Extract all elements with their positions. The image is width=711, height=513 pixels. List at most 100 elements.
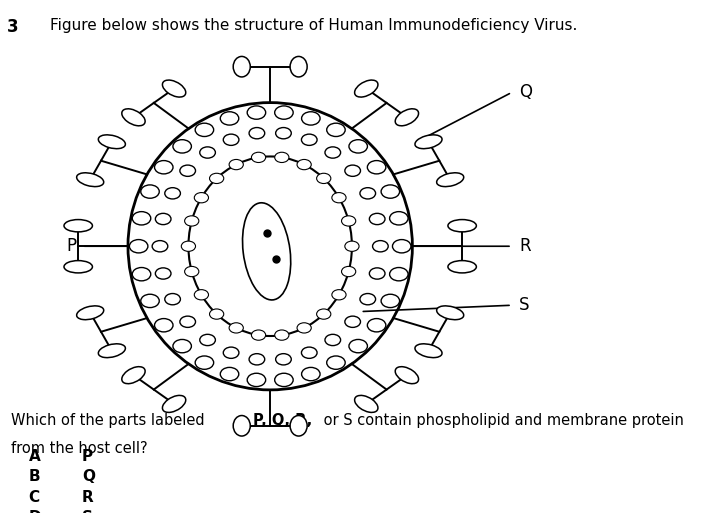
Ellipse shape — [233, 416, 250, 436]
Ellipse shape — [64, 261, 92, 273]
Circle shape — [249, 353, 264, 365]
Circle shape — [185, 266, 199, 277]
Circle shape — [297, 323, 311, 333]
Circle shape — [132, 212, 151, 225]
Circle shape — [341, 266, 356, 277]
Circle shape — [165, 293, 181, 305]
Ellipse shape — [448, 220, 476, 232]
Circle shape — [276, 353, 292, 365]
Circle shape — [345, 165, 360, 176]
Text: S: S — [82, 510, 92, 513]
Circle shape — [345, 316, 360, 327]
Circle shape — [325, 147, 341, 158]
Circle shape — [165, 188, 181, 199]
Circle shape — [181, 241, 196, 251]
Ellipse shape — [128, 103, 412, 390]
Circle shape — [390, 212, 408, 225]
Text: B: B — [28, 469, 40, 484]
Circle shape — [341, 216, 356, 226]
Circle shape — [368, 319, 386, 332]
Ellipse shape — [122, 109, 145, 126]
Circle shape — [332, 192, 346, 203]
Ellipse shape — [415, 344, 442, 358]
Circle shape — [173, 140, 191, 153]
Ellipse shape — [395, 109, 419, 126]
Circle shape — [332, 290, 346, 300]
Ellipse shape — [162, 396, 186, 412]
Text: 3: 3 — [7, 18, 18, 36]
Circle shape — [274, 106, 293, 119]
Circle shape — [194, 290, 208, 300]
Text: C: C — [28, 490, 40, 505]
Circle shape — [360, 293, 375, 305]
Ellipse shape — [355, 396, 378, 412]
Circle shape — [316, 309, 331, 319]
Text: D: D — [28, 510, 41, 513]
Text: S: S — [519, 296, 530, 314]
Circle shape — [210, 309, 224, 319]
Text: Which of the parts labeled: Which of the parts labeled — [11, 413, 209, 428]
Text: Figure below shows the structure of Human Immunodeficiency Virus.: Figure below shows the structure of Huma… — [50, 18, 577, 33]
Circle shape — [297, 160, 311, 170]
Circle shape — [223, 134, 239, 145]
Circle shape — [200, 334, 215, 346]
Circle shape — [247, 106, 266, 119]
Circle shape — [194, 192, 208, 203]
Circle shape — [141, 185, 159, 198]
Circle shape — [368, 161, 386, 174]
Circle shape — [210, 173, 224, 184]
Circle shape — [276, 128, 292, 139]
Circle shape — [252, 330, 266, 340]
Circle shape — [373, 241, 388, 252]
Ellipse shape — [437, 173, 464, 187]
Circle shape — [349, 340, 368, 353]
Circle shape — [180, 316, 196, 327]
Ellipse shape — [355, 80, 378, 97]
Ellipse shape — [242, 203, 291, 300]
Text: R: R — [519, 237, 530, 255]
Circle shape — [301, 134, 317, 145]
Circle shape — [301, 347, 317, 359]
Circle shape — [369, 268, 385, 279]
Circle shape — [223, 347, 239, 359]
Circle shape — [156, 268, 171, 279]
Ellipse shape — [448, 261, 476, 273]
Circle shape — [185, 216, 199, 226]
Circle shape — [173, 340, 191, 353]
Circle shape — [301, 112, 320, 125]
Circle shape — [325, 334, 341, 346]
Text: from the host cell?: from the host cell? — [11, 441, 147, 456]
Circle shape — [200, 147, 215, 158]
Circle shape — [327, 123, 346, 136]
Ellipse shape — [77, 173, 104, 187]
Ellipse shape — [233, 56, 250, 77]
Circle shape — [180, 165, 196, 176]
Circle shape — [195, 356, 213, 369]
Circle shape — [220, 367, 239, 381]
Circle shape — [156, 213, 171, 225]
Ellipse shape — [98, 344, 125, 358]
Circle shape — [316, 173, 331, 184]
Circle shape — [327, 356, 346, 369]
Ellipse shape — [98, 135, 125, 149]
Circle shape — [154, 161, 173, 174]
Circle shape — [274, 373, 293, 387]
Text: P: P — [82, 449, 93, 464]
Ellipse shape — [290, 416, 307, 436]
Text: or S contain phospholipid and membrane protein: or S contain phospholipid and membrane p… — [319, 413, 683, 428]
Text: A: A — [28, 449, 41, 464]
Ellipse shape — [77, 306, 104, 320]
Circle shape — [152, 241, 168, 252]
Text: Q: Q — [519, 83, 532, 102]
Circle shape — [229, 323, 243, 333]
Ellipse shape — [437, 306, 464, 320]
Circle shape — [195, 123, 214, 136]
Text: P: P — [66, 237, 76, 255]
Ellipse shape — [122, 367, 145, 384]
Circle shape — [369, 213, 385, 225]
Circle shape — [345, 241, 359, 251]
Ellipse shape — [395, 367, 419, 384]
Ellipse shape — [162, 80, 186, 97]
Circle shape — [301, 367, 320, 381]
Circle shape — [349, 140, 368, 153]
